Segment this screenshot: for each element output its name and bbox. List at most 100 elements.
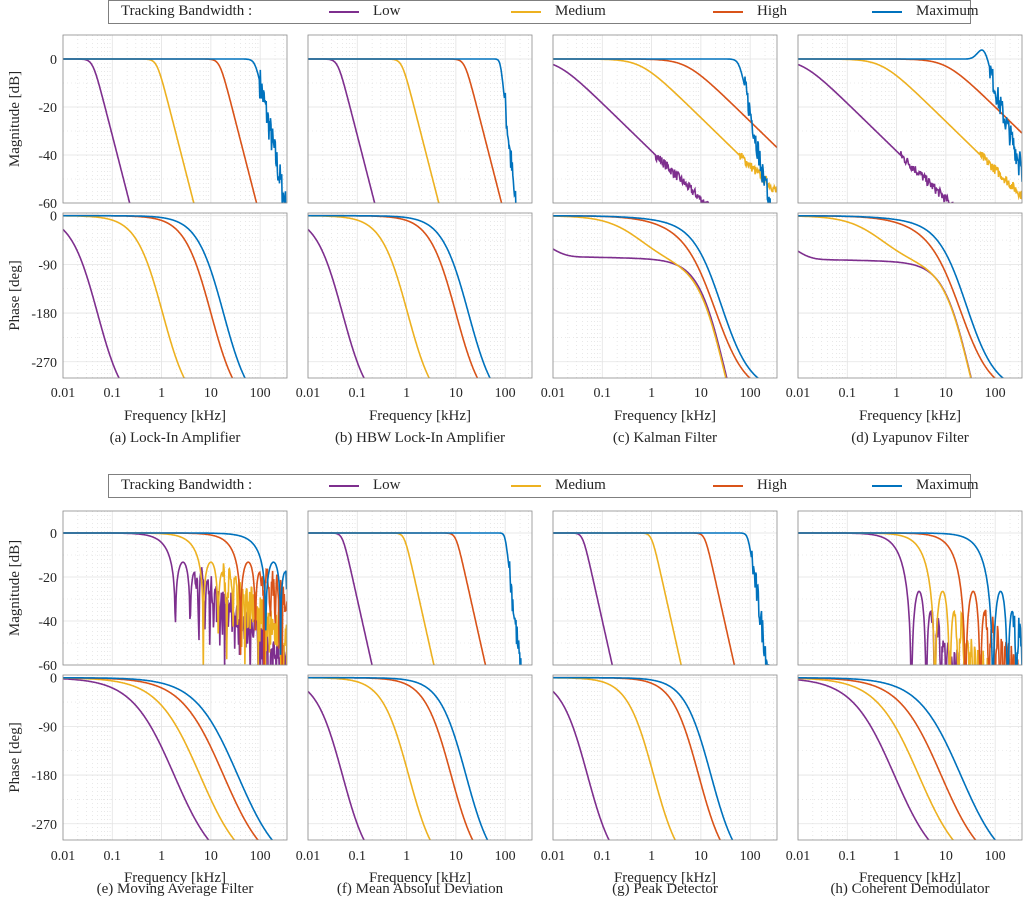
axes-frame [797,674,1023,841]
series-line-maximum [63,214,246,378]
axes-frame [307,510,533,666]
y-axis-label: Magnitude [dB] [7,540,23,636]
panel-caption: (h) Coherent Demodulator [830,881,989,897]
series-line-maximum [308,58,517,203]
x-tick-label: 0.01 [296,849,321,864]
y-tick-label: -60 [38,197,57,212]
magnitude-axes [307,510,533,666]
panel-d: 0.01 0.1 1 10 100 Frequency [kHz] (d) Lyapunov… [786,34,1023,446]
x-axis-label: Frequency [kHz] [124,408,226,424]
x-tick-label: 0.01 [541,386,566,401]
legend-swatch-low [329,10,359,13]
axes-frame [552,674,778,841]
x-tick-label: 1 [158,849,165,864]
legend-entry-high: High [713,477,787,494]
magnitude-axes [797,34,1023,204]
panel-e: 0 -20 -40 -60 Magnitude [dB] 0 -90 -180 -270 Phas… [7,510,288,897]
x-tick-label: 10 [449,849,463,864]
legend-entry-medium: Medium [511,3,606,20]
series-line-low [308,228,365,378]
panel-caption: (c) Kalman Filter [613,430,717,446]
plot-area [308,511,532,665]
panel-caption: (g) Peak Detector [612,881,718,897]
panel-caption: (b) HBW Lock-In Amplifier [335,430,505,446]
panel-f: 0.01 0.1 1 10 100 Frequency [kHz](f) Mean Abs… [296,510,533,897]
y-axis-label: Phase [deg] [7,722,23,792]
axes-frame [552,34,778,204]
legend-label-low: Low [373,477,401,493]
x-tick-label: 10 [939,386,953,401]
x-tick-label: 10 [204,849,218,864]
y-tick-label: -20 [38,571,57,586]
series-line-maximum [63,532,287,655]
x-tick-label: 1 [648,386,655,401]
y-tick-label: -270 [31,818,57,833]
legend-label-low: Low [373,3,401,19]
legend-entry-maximum: Maximum [872,3,979,20]
panel-caption: (a) Lock-In Amplifier [110,430,241,446]
phase-axes [552,212,778,379]
x-tick-label: 100 [495,849,516,864]
series-line-low [63,228,120,378]
y-tick-label: -20 [38,101,57,116]
panel-h: 0.01 0.1 1 10 100 Frequency [kHz](h) Coherent… [786,510,1023,897]
legend-swatch-maximum [872,10,902,13]
axes-frame [797,212,1023,379]
legend-bottom: Tracking Bandwidth : Low Medium High Max… [108,474,979,498]
magnitude-axes [552,510,778,666]
x-tick-label: 10 [694,849,708,864]
series-line-medium [553,215,727,378]
x-tick-label: 0.1 [104,386,122,401]
x-tick-label: 0.01 [296,386,321,401]
panel-g: 0.01 0.1 1 10 100 Frequency [kHz](g) Peak Det… [541,510,778,897]
legend-label-maximum: Maximum [916,3,979,19]
legend-label-medium: Medium [555,3,606,19]
series-line-low [553,532,614,665]
x-tick-label: 0.01 [541,849,566,864]
axes-frame [797,510,1023,666]
series-line-medium [63,677,236,840]
series-line-low [553,690,610,840]
series-line-maximum [553,58,771,203]
legend-label-medium: Medium [555,477,606,493]
y-tick-label: -90 [38,720,57,735]
y-tick-label: -180 [31,307,57,322]
y-tick-label: -180 [31,769,57,784]
series-line-medium [63,215,186,378]
series-line-maximum [63,58,287,203]
plot-area [798,35,1022,203]
x-tick-label: 0.01 [51,849,76,864]
legend-swatch-low [329,484,359,487]
x-tick-label: 1 [648,849,655,864]
legend-swatch-high [713,10,743,13]
x-tick-label: 0.1 [839,386,857,401]
y-tick-label: 0 [50,53,57,68]
x-axis-label: Frequency [kHz] [369,870,471,886]
series-line-low [798,250,972,378]
axes-frame [797,34,1023,204]
axes-frame [552,510,778,666]
legend-entry-medium: Medium [511,477,606,494]
plot-area [553,35,777,203]
x-tick-label: 100 [985,386,1006,401]
series-line-low [553,63,711,203]
x-tick-label: 0.1 [594,849,612,864]
legend-title: Tracking Bandwidth : [121,477,253,493]
series-line-maximum [63,677,274,840]
y-tick-label: 0 [50,210,57,225]
plot-area [553,213,777,378]
y-axis-label: Phase [deg] [7,260,23,330]
series-line-low [63,678,210,840]
series-line-maximum [553,676,734,840]
plot-area [63,675,287,840]
x-axis-label: Frequency [kHz] [124,870,226,886]
axes-frame [552,212,778,379]
panel-caption: (d) Lyapunov Filter [851,430,968,446]
y-tick-label: -40 [38,149,57,164]
x-tick-label: 1 [403,386,410,401]
x-axis-label: Frequency [kHz] [614,870,716,886]
axes-frame [307,212,533,379]
legend-swatch-high [713,484,743,487]
legend-swatch-medium [511,484,541,487]
y-axis-label: Magnitude [dB] [7,71,23,167]
